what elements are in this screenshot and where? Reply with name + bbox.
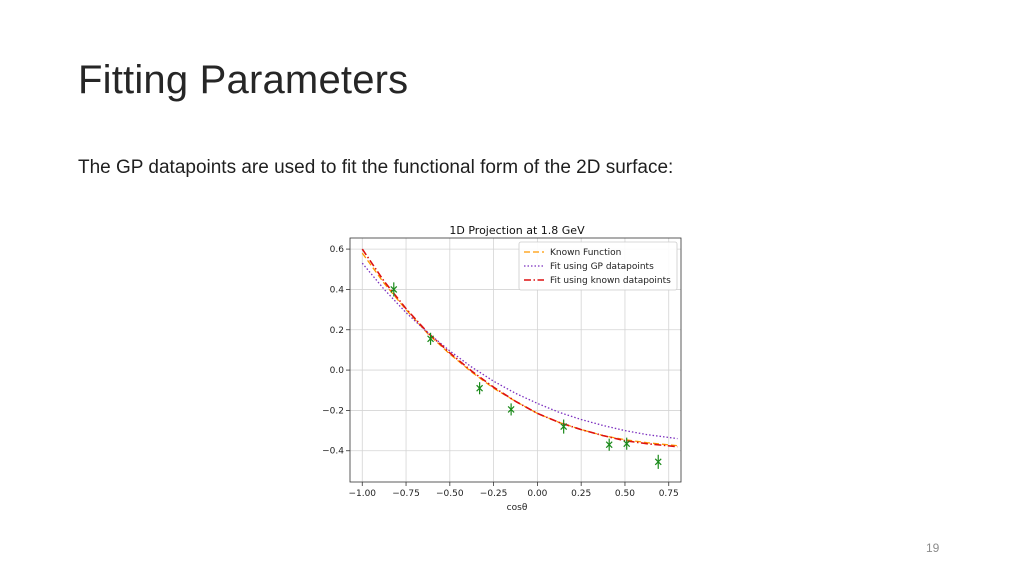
slide-body-text: The GP datapoints are used to fit the fu… (78, 157, 674, 178)
legend-box (518, 241, 678, 291)
data-point-marker (390, 285, 398, 293)
legend-label-2: Fit using GP datapoints (550, 262, 654, 272)
x-axis-ticks: −1.00 −0.75 −0.50 −0.25 0.00 0.25 0.50 0.75 (348, 482, 679, 499)
data-point-marker (427, 335, 434, 343)
data-point-marker (476, 384, 484, 392)
legend: Known Function Fit using GP datapoints Fit… (518, 241, 678, 291)
x-tick-label: −0.75 (392, 489, 420, 499)
chart-title: 1D Projection at 1.8 GeV (449, 224, 585, 237)
y-axis-ticks: −0.4 −0.2 0.0 0.2 0.4 0.6 (322, 245, 350, 457)
y-tick-label: −0.2 (322, 406, 344, 416)
series-group (361, 248, 678, 448)
series-line-3 (361, 248, 678, 448)
x-tick-label: −0.50 (436, 489, 464, 499)
page-number: 19 (926, 541, 940, 555)
data-points-group (390, 282, 662, 469)
y-tick-label: 0.0 (330, 366, 345, 376)
y-tick-label: −0.4 (322, 447, 344, 457)
x-tick-label: 0.75 (659, 489, 679, 499)
x-tick-label: 0.50 (615, 489, 635, 499)
chart-svg: 1D Projection at 1.8 GeV −1.00 −0.75 −0.50… (322, 224, 682, 513)
data-point-marker (605, 441, 613, 449)
slide-title: Fitting Parameters (78, 58, 409, 102)
legend-label-1: Known Function (550, 248, 621, 258)
x-tick-label: 0.25 (571, 489, 591, 499)
data-point-marker (507, 405, 515, 413)
chart-container: 1D Projection at 1.8 GeV −1.00 −0.75 −0.50… (300, 212, 700, 518)
data-point-marker (623, 440, 631, 448)
y-tick-label: 0.2 (330, 326, 344, 336)
y-tick-label: 0.4 (330, 285, 345, 295)
x-tick-label: 0.00 (527, 489, 547, 499)
x-tick-label: −0.25 (480, 489, 508, 499)
y-tick-label: 0.6 (330, 245, 345, 255)
x-axis-label: cosθ (507, 503, 528, 513)
legend-label-3: Fit using known datapoints (550, 276, 671, 286)
plot-frame (349, 237, 682, 483)
x-tick-label: −1.00 (348, 489, 376, 499)
data-point-marker (654, 458, 662, 466)
data-point-marker (560, 423, 568, 430)
